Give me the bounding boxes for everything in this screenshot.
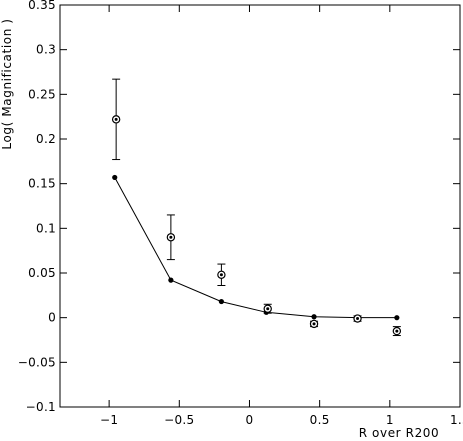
data-point-center xyxy=(219,273,223,277)
y-tick-label: 0.05 xyxy=(28,266,56,280)
x-tick-label: 1.5 xyxy=(450,413,463,427)
y-tick-label: 0.25 xyxy=(28,87,56,101)
data-point-center xyxy=(312,322,316,326)
y-tick-label: −0.1 xyxy=(26,400,56,414)
measurement-series xyxy=(111,78,402,337)
x-tick-label: 1 xyxy=(386,413,394,427)
y-tick-label: 0 xyxy=(48,311,56,325)
data-point-center xyxy=(169,235,173,239)
x-tick-label: 0 xyxy=(246,413,254,427)
y-tick-label: 0.2 xyxy=(36,132,56,146)
y-tick-label: 0.35 xyxy=(28,0,56,12)
y-tick-label: 0.15 xyxy=(28,177,56,191)
y-tick-label: 0.1 xyxy=(36,221,56,235)
model-point xyxy=(311,314,317,320)
data-point-center xyxy=(114,117,118,121)
model-line-series xyxy=(112,174,400,321)
model-point xyxy=(168,277,174,283)
data-point-center xyxy=(266,307,270,311)
y-tick-label: 0.3 xyxy=(36,43,56,57)
data-point-center xyxy=(356,317,360,321)
x-axis-ticks: −1 −0.5 0 0.5 1 1.5 xyxy=(100,5,463,427)
y-axis-label: Log( Magnification ) xyxy=(0,18,14,149)
x-tick-label: −0.5 xyxy=(164,413,194,427)
y-tick-label: −0.05 xyxy=(18,355,56,369)
model-line xyxy=(114,177,397,319)
model-point xyxy=(394,315,400,321)
data-point-center xyxy=(395,329,399,333)
plot-frame xyxy=(59,4,461,408)
model-point xyxy=(218,298,225,305)
x-tick-label: −1 xyxy=(100,413,118,427)
y-axis-ticks: −0.1 −0.05 0 0.05 0.1 0.15 0.2 0.25 0.3 0.35 xyxy=(18,0,460,414)
model-point xyxy=(112,174,118,181)
x-tick-label: 0.5 xyxy=(310,413,330,427)
x-axis-label: R over R200 xyxy=(359,426,440,440)
